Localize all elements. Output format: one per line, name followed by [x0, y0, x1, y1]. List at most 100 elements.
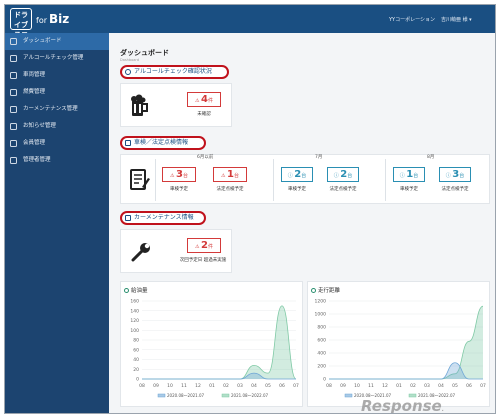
sidebar-item-alcohol-check[interactable]: アルコールチェック管理 [5, 50, 109, 67]
sidebar-item-label: 会員管理 [23, 140, 46, 146]
x-tick-label: 03 [237, 383, 243, 389]
sidebar-item-maintenance[interactable]: カーメンテナンス管理 [5, 101, 109, 118]
info-icon [10, 123, 17, 130]
inspection-count-badge[interactable]: ⓘ 2台 [281, 167, 313, 182]
month-label: 6月以前 [197, 155, 214, 160]
y-tick-label: 160 [130, 299, 139, 305]
month-label: 8月 [427, 155, 435, 160]
sidebar-item-label: 燃費管理 [23, 89, 46, 95]
inspection-count-label: 法定点検予定 [329, 187, 357, 192]
legend-label: 2020.08〜2021.07 [354, 393, 392, 398]
series-area [142, 373, 296, 379]
x-tick-label: 05 [265, 383, 271, 389]
car-icon [10, 72, 17, 79]
y-tick-label: 20 [133, 367, 139, 373]
x-tick-label: 03 [424, 383, 430, 389]
fuel-chart: 0 20 40 60 80 100 120 140 160 08 09 10 11 12 01 02 03 04 0… [130, 299, 299, 399]
overdue-count-badge[interactable]: ⚠ 2件 [187, 238, 221, 253]
y-tick-label: 60 [133, 347, 139, 353]
series-line [142, 372, 296, 380]
overdue-label: 次回予定日 超過未実施 [179, 258, 227, 263]
maintenance-card[interactable]: ⚠ 2件 次回予定日 超過未実施 [120, 229, 232, 273]
y-tick-label: 800 [317, 325, 326, 331]
legend-swatch [408, 393, 417, 398]
legend-label: 2021.08〜2022.07 [418, 393, 456, 398]
y-tick-label: 120 [130, 318, 139, 324]
sidebar-item-label: アルコールチェック管理 [23, 55, 84, 61]
inspection-count-badge[interactable]: ⚠ 1台 [213, 167, 247, 182]
x-tick-label: 04 [438, 383, 444, 389]
distance-chart: 0 200 400 600 800 1000 1200 08 09 10 11 12 01 02 03 04 0… [315, 299, 486, 399]
unconfirmed-label: 未確認 [197, 112, 211, 117]
sidebar-item-label: 車両管理 [23, 72, 46, 78]
distance-chart-card [307, 281, 490, 407]
divider [155, 159, 156, 201]
series-area [329, 306, 483, 379]
y-tick-label: 1200 [315, 299, 327, 305]
sidebar-item-admins[interactable]: 管理者管理 [5, 152, 109, 169]
user-menu[interactable]: 吉川萌亜 様 ▾ [441, 17, 472, 23]
x-tick-label: 08 [326, 383, 332, 389]
y-tick-label: 80 [133, 338, 139, 344]
legend-swatch [157, 393, 166, 398]
sidebar-item-members[interactable]: 会員管理 [5, 135, 109, 152]
series-line [329, 362, 483, 380]
legend-swatch [221, 393, 230, 398]
sidebar-item-label: お知らせ管理 [23, 123, 56, 129]
x-tick-label: 09 [340, 383, 346, 389]
legend-swatch [344, 393, 353, 398]
x-tick-label: 01 [396, 383, 402, 389]
x-tick-label: 05 [452, 383, 458, 389]
x-tick-label: 11 [368, 383, 374, 389]
edit-icon [125, 140, 131, 146]
sidebar-item-vehicles[interactable]: 車両管理 [5, 67, 109, 84]
x-tick-label: 06 [279, 383, 285, 389]
y-tick-label: 600 [317, 338, 326, 344]
inspection-count-label: 車検予定 [170, 187, 188, 192]
legend-label: 2021.08〜2022.07 [231, 393, 269, 398]
company-name: YYコーポレーション [389, 17, 436, 23]
app-logo[interactable]: ドライブ スコア [10, 8, 32, 49]
sidebar-item-dashboard[interactable]: ダッシュボード [5, 33, 109, 50]
sidebar-item-fuel[interactable]: 燃費管理 [5, 84, 109, 101]
alcohol-section-heading: アルコールチェック確認状況 [120, 65, 229, 79]
y-tick-label: 40 [133, 357, 139, 363]
product-name: for Biz [36, 12, 70, 26]
x-tick-label: 04 [251, 383, 257, 389]
distance-chart-title: 走行距離 [311, 286, 340, 294]
legend-label: 2020.08〜2021.07 [167, 393, 205, 398]
inspection-count-badge[interactable]: ⓘ 2台 [327, 167, 359, 182]
y-tick-label: 1000 [315, 312, 327, 318]
x-tick-label: 02 [410, 383, 416, 389]
inspection-count-badge[interactable]: ⓘ 1台 [393, 167, 425, 182]
checklist-icon [130, 169, 150, 190]
x-tick-label: 12 [382, 383, 388, 389]
wrench-icon [131, 243, 150, 262]
home-icon [10, 38, 17, 45]
x-tick-label: 07 [293, 383, 299, 389]
x-tick-label: 07 [480, 383, 486, 389]
x-tick-label: 08 [139, 383, 145, 389]
wrench-icon [10, 106, 17, 113]
inspection-count-badge[interactable]: ⓘ 3台 [439, 167, 471, 182]
y-tick-label: 0 [323, 377, 326, 383]
sidebar: ダッシュボード アルコールチェック管理 車両管理 燃費管理 カーメンテナンス管理… [5, 33, 109, 413]
x-tick-label: 06 [466, 383, 472, 389]
main-content: ダッシュボード Dashboard アルコールチェック確認状況 ⚠ 4件 未確認… [109, 33, 495, 413]
maintenance-section-heading: カーメンテナンス情報 [120, 211, 206, 225]
inspection-count-label: 法定点検予定 [441, 187, 469, 192]
unconfirmed-count-badge[interactable]: ⚠ 4件 [187, 92, 221, 107]
inspection-count-badge[interactable]: ⚠ 3台 [162, 167, 196, 182]
users-icon [10, 140, 17, 147]
series-area [329, 362, 483, 379]
x-tick-label: 11 [181, 383, 187, 389]
distance-chart-icon [311, 288, 316, 293]
alcohol-card[interactable]: ⚠ 4件 未確認 [120, 83, 232, 127]
sidebar-item-notices[interactable]: お知らせ管理 [5, 118, 109, 135]
y-tick-label: 200 [317, 364, 326, 370]
wrench-icon [125, 215, 131, 221]
fuel-icon [10, 89, 17, 96]
watermark: Response. [361, 397, 445, 414]
